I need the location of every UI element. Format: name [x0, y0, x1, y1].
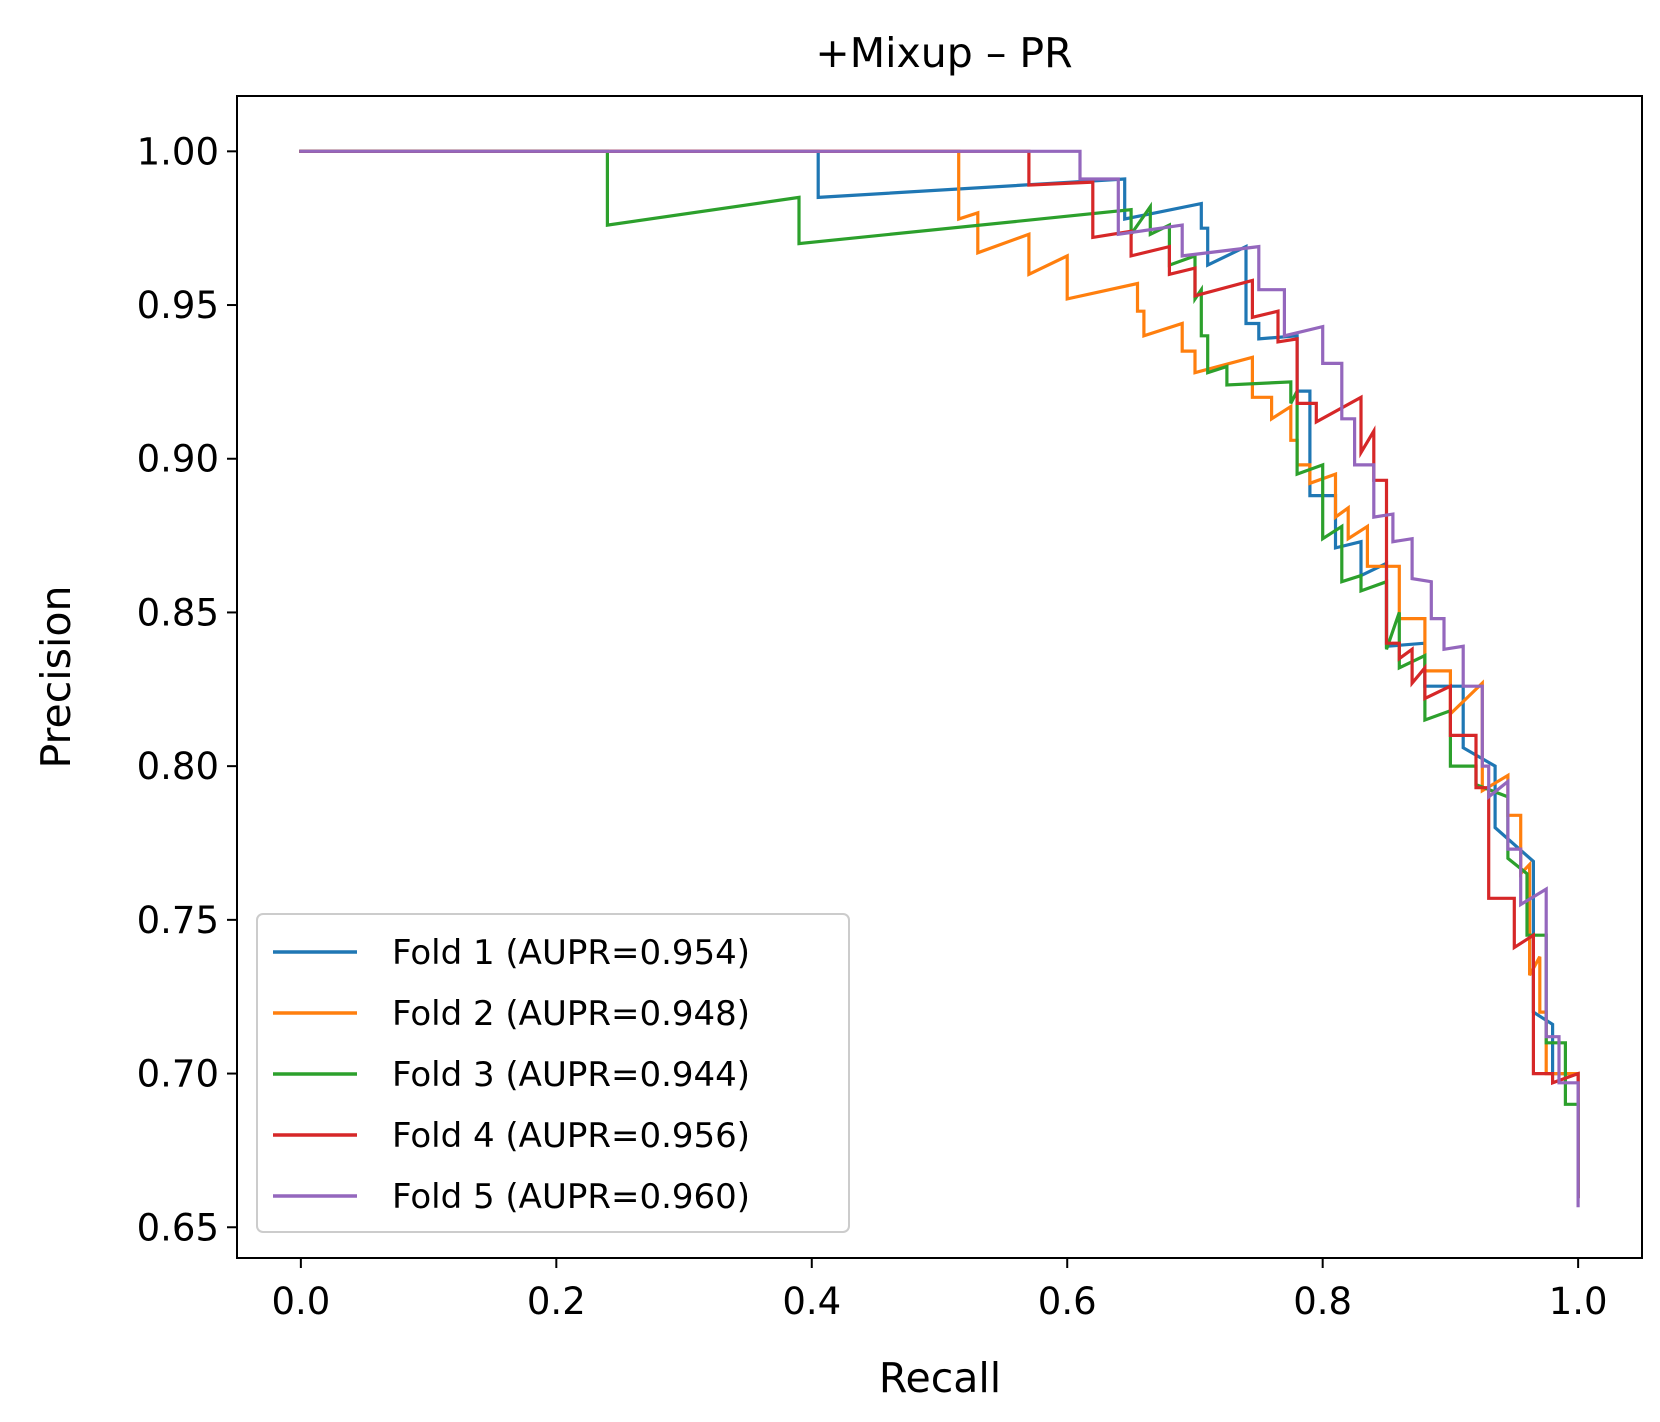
legend-box [256, 913, 850, 1233]
legend: Fold 1 (AUPR=0.954) Fold 2 (AUPR=0.948) Fo… [256, 913, 850, 1233]
x-tick-label: 0.2 [527, 1280, 586, 1323]
y-tick-label: 0.95 [137, 284, 219, 327]
y-tick-label: 0.85 [137, 591, 219, 634]
y-axis-label: Precision [32, 586, 80, 769]
chart-title: +Mixup – PR [815, 29, 1072, 77]
axes-layer: 0.0 0.2 0.4 0.6 0.8 1.0 0.65 0.70 0.75 0.80 0.85 0.… [137, 130, 1608, 1323]
legend-label-fold-1: Fold 1 (AUPR=0.954) [392, 933, 750, 973]
series-layer [299, 149, 1580, 1208]
legend-label-fold-5: Fold 5 (AUPR=0.960) [392, 1177, 750, 1217]
legend-label-fold-3: Fold 3 (AUPR=0.944) [392, 1055, 750, 1095]
y-tick-label: 0.70 [137, 1053, 219, 1096]
x-tick-label: 0.4 [782, 1280, 841, 1323]
series-line-fold-5 [299, 149, 1580, 1208]
x-tick-label: 0.8 [1293, 1280, 1352, 1323]
legend-label-fold-2: Fold 2 (AUPR=0.948) [392, 994, 750, 1034]
x-tick-label: 0.0 [271, 1280, 330, 1323]
y-tick-label: 0.90 [137, 438, 219, 481]
x-tick-label: 1.0 [1549, 1280, 1608, 1323]
x-axis-label: Recall [879, 1354, 1001, 1402]
y-tick-label: 0.80 [137, 745, 219, 788]
x-tick-label: 0.6 [1038, 1280, 1097, 1323]
legend-label-fold-4: Fold 4 (AUPR=0.956) [392, 1116, 750, 1156]
y-tick-label: 1.00 [137, 130, 219, 173]
plot-frame [236, 95, 1643, 1259]
series-line-fold-3 [299, 149, 1580, 1199]
y-tick-label: 0.75 [137, 899, 219, 942]
y-tick-label: 0.65 [137, 1206, 219, 1249]
series-line-fold-2 [299, 149, 1580, 1199]
